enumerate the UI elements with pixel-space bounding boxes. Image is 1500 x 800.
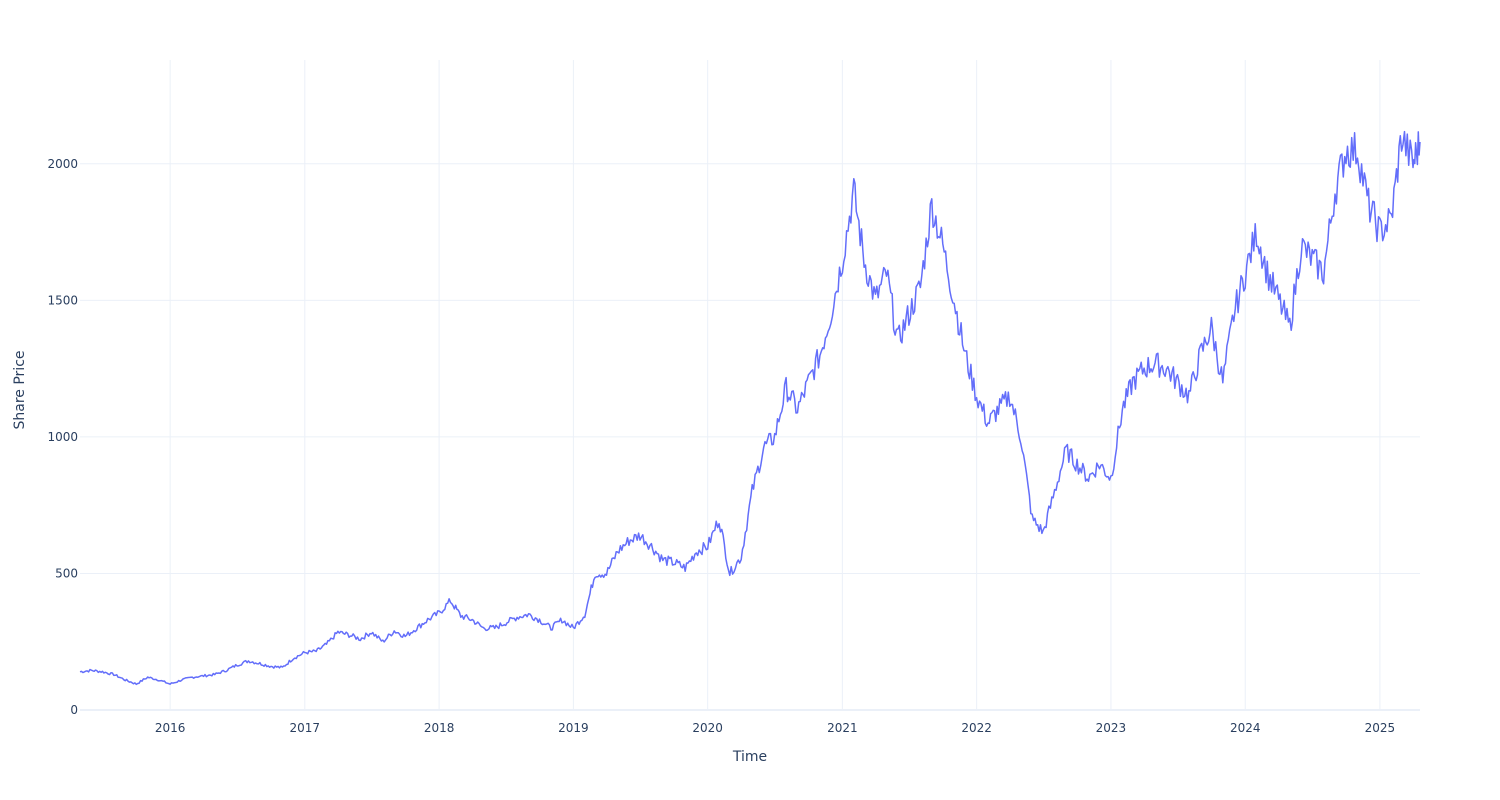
x-axis: 2016 2017 2018 2019 2020 2021 2022 2023 2024 2025 — [155, 721, 1395, 735]
x-tick-label: 2025 — [1365, 721, 1396, 735]
y-tick-label: 2000 — [47, 157, 78, 171]
grid-lines — [80, 60, 1420, 711]
y-tick-label: 1500 — [47, 293, 78, 307]
y-tick-label: 1000 — [47, 430, 78, 444]
y-axis-title: Share Price — [12, 350, 28, 429]
x-tick-label: 2021 — [827, 721, 858, 735]
x-tick-label: 2023 — [1096, 721, 1127, 735]
y-tick-label: 0 — [70, 703, 78, 717]
x-tick-label: 2018 — [424, 721, 455, 735]
x-tick-label: 2019 — [558, 721, 589, 735]
x-tick-label: 2020 — [692, 721, 723, 735]
x-tick-label: 2024 — [1230, 721, 1261, 735]
x-axis-title: Time — [732, 749, 767, 765]
y-axis: 0 500 1000 1500 2000 — [47, 157, 78, 717]
y-tick-label: 500 — [55, 566, 78, 580]
x-tick-label: 2017 — [290, 721, 321, 735]
x-tick-label: 2016 — [155, 721, 186, 735]
plot-area — [79, 130, 1421, 686]
share-price-line — [79, 130, 1421, 686]
x-tick-label: 2022 — [961, 721, 992, 735]
